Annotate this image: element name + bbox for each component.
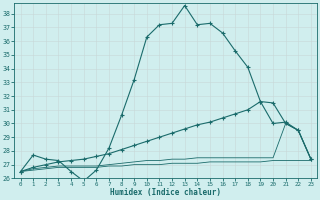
- X-axis label: Humidex (Indice chaleur): Humidex (Indice chaleur): [110, 188, 221, 197]
